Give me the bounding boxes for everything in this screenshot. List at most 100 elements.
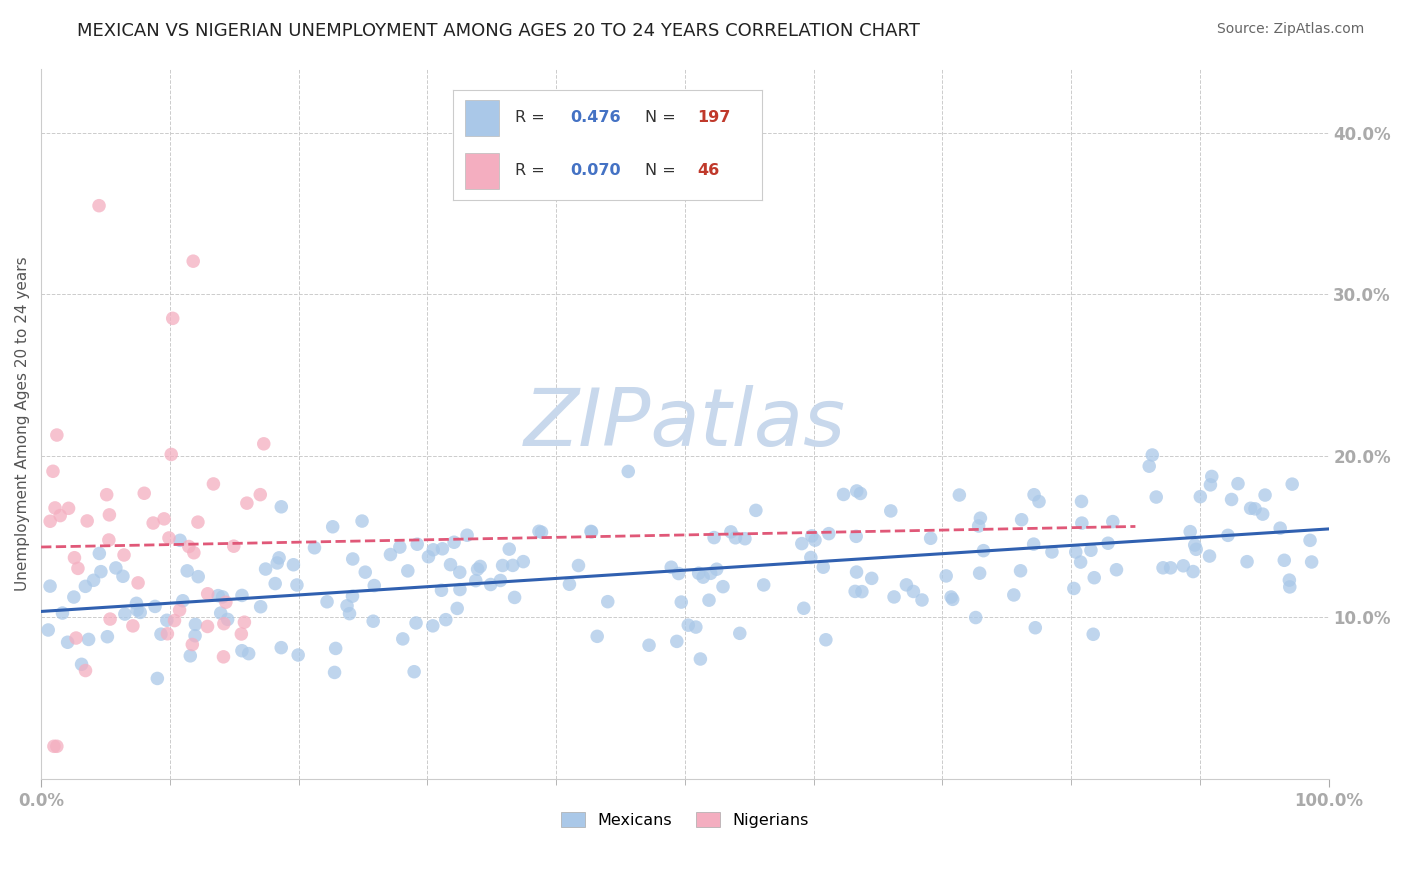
Point <box>491 558 513 573</box>
Point <box>249 599 271 614</box>
Point <box>1216 528 1239 542</box>
Point <box>231 644 253 658</box>
Point <box>122 619 145 633</box>
Point <box>149 627 172 641</box>
Point <box>83 574 105 588</box>
Point <box>1220 492 1243 507</box>
Point <box>617 465 640 479</box>
Point <box>449 566 471 580</box>
Point <box>287 648 309 662</box>
Point <box>211 590 233 604</box>
Y-axis label: Unemployment Among Ages 20 to 24 years: Unemployment Among Ages 20 to 24 years <box>15 256 30 591</box>
Point <box>157 531 180 545</box>
Point <box>39 579 62 593</box>
Point <box>215 595 238 609</box>
Point <box>236 496 259 510</box>
Point <box>880 504 903 518</box>
Point <box>179 648 201 663</box>
Point <box>127 603 149 617</box>
Point <box>845 483 868 498</box>
Point <box>76 514 98 528</box>
Point <box>1254 488 1277 502</box>
Point <box>1272 553 1295 567</box>
Point <box>464 574 486 588</box>
Point <box>1184 538 1206 552</box>
Point <box>1185 542 1208 557</box>
Point <box>697 593 720 607</box>
Point <box>352 514 374 528</box>
Point <box>181 254 204 268</box>
Point <box>1040 545 1063 559</box>
Point <box>63 550 86 565</box>
Point <box>266 556 288 570</box>
Point <box>671 595 693 609</box>
Point <box>404 665 426 679</box>
Point <box>89 546 111 560</box>
Point <box>325 641 347 656</box>
Point <box>342 589 364 603</box>
Point <box>231 627 253 641</box>
Point <box>1244 501 1267 516</box>
Point <box>502 558 524 573</box>
Text: ZIPatlas: ZIPatlas <box>524 384 846 463</box>
Point <box>703 531 725 545</box>
Point <box>967 519 990 533</box>
Point <box>969 511 991 525</box>
Point <box>832 487 855 501</box>
Point <box>207 589 229 603</box>
Point <box>1189 490 1212 504</box>
Point <box>1182 565 1205 579</box>
Point <box>903 584 925 599</box>
Point <box>439 558 461 572</box>
Point <box>1251 507 1274 521</box>
Point <box>143 599 166 614</box>
Point <box>734 532 756 546</box>
Point <box>586 629 609 643</box>
Point <box>814 632 837 647</box>
Point <box>231 589 253 603</box>
Point <box>129 606 152 620</box>
Point <box>233 615 256 630</box>
Point <box>418 549 440 564</box>
Point <box>567 558 589 573</box>
Point <box>920 531 942 545</box>
Point <box>1070 516 1092 530</box>
Point <box>530 525 553 540</box>
Point <box>896 578 918 592</box>
Point <box>112 548 135 562</box>
Point <box>111 569 134 583</box>
Point <box>254 562 277 576</box>
Point <box>443 535 465 549</box>
Point <box>90 565 112 579</box>
Point <box>688 566 710 581</box>
Point <box>51 606 73 620</box>
Point <box>96 630 118 644</box>
Point <box>249 488 271 502</box>
Text: Source: ZipAtlas.com: Source: ZipAtlas.com <box>1216 22 1364 37</box>
Point <box>323 665 346 680</box>
Point <box>75 664 97 678</box>
Point <box>706 562 728 576</box>
Point <box>1022 488 1045 502</box>
Point <box>42 464 65 478</box>
Point <box>1028 494 1050 508</box>
Point <box>883 590 905 604</box>
Point <box>692 570 714 584</box>
Point <box>678 618 700 632</box>
Point <box>37 623 59 637</box>
Point <box>160 447 183 461</box>
Point <box>1201 469 1223 483</box>
Point <box>45 428 67 442</box>
Point <box>202 477 225 491</box>
Point <box>1199 478 1222 492</box>
Point <box>98 508 121 522</box>
Point <box>270 500 292 514</box>
Point <box>217 612 239 626</box>
Point <box>1142 448 1164 462</box>
Point <box>965 610 987 624</box>
Point <box>1105 563 1128 577</box>
Point <box>844 584 866 599</box>
Point <box>1173 558 1195 573</box>
Point <box>184 629 207 643</box>
Point <box>711 580 734 594</box>
